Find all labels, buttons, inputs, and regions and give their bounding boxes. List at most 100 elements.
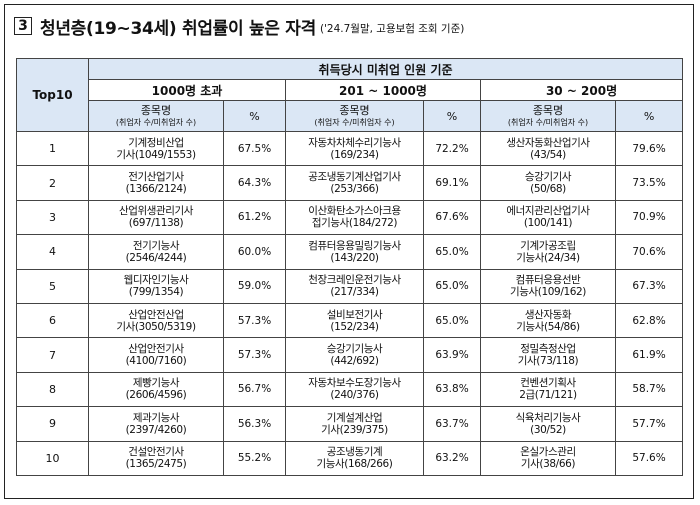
employment-rate-cell: 70.6% [614, 234, 684, 270]
employment-rate-cell: 64.3% [223, 165, 286, 201]
qualification-name-line: 컴퓨터응용선반 [515, 274, 581, 287]
qualification-name-line: 승강기기능사 [326, 342, 383, 355]
group-header-3: 30 ~ 200명 [479, 79, 684, 101]
rank-cell: 8 [16, 371, 89, 408]
qualification-name-line: 이산화탄소가스아크용 [308, 205, 401, 218]
table-row: 10 건설안전기사 (1365/2475) 55.2% 공조냉동기계 기능사(168/26… [16, 440, 684, 476]
qualification-name-line: 정밀측정산업 [520, 342, 576, 355]
qualification-name-line: (30/52) [530, 423, 566, 436]
table-row: 9 제과기능사 (2397/4260) 56.3% 기계설계산업 기사(239/375) 6… [16, 406, 684, 442]
table-row: 5 웹디자인기능사 (799/1354) 59.0% 천장크레인운전기능사 (217/33… [16, 268, 684, 304]
qualification-name-line: 기능사(109/162) [510, 286, 586, 299]
qualification-name-cell: 컴퓨터응용밀링기능사 (143/220) [285, 234, 424, 270]
qualification-name-line: 제빵기능사 [132, 377, 180, 390]
qualification-name-line: (152/234) [330, 320, 379, 333]
pct-header-1: % [223, 100, 286, 132]
pct-header-3: % [614, 100, 684, 132]
qualification-name-line: (799/1354) [128, 286, 184, 299]
pct-header-2: % [423, 100, 481, 132]
qualification-name-line: 기계설계산업 [326, 411, 383, 424]
name-header-3: 종목명 (취업자 수/미취업자 수) [480, 100, 616, 132]
qualification-name-line: 접기능사(184/272) [311, 217, 398, 230]
qualification-name-line: 공조냉동기계산업기사 [308, 171, 401, 184]
qualification-name-cell: 웹디자인기능사 (799/1354) [88, 268, 224, 304]
qualification-name-cell: 기계가공조립 기능사(24/34) [480, 234, 616, 270]
qualification-name-line: (43/54) [530, 148, 566, 161]
qualification-name-cell: 이산화탄소가스아크용 접기능사(184/272) [285, 199, 424, 236]
section-number: 3 [14, 17, 32, 35]
qualification-name-line: 기사(38/66) [520, 458, 576, 471]
rank-cell: 4 [16, 234, 89, 270]
qualification-name-line: 기능사(54/86) [516, 320, 580, 333]
employment-rate-cell: 72.2% [423, 130, 481, 167]
table-row: 3 산업위생관리기사 (697/1138) 61.2% 이산화탄소가스아크용 접기능사(1… [16, 199, 684, 236]
employment-rate-cell: 61.9% [614, 337, 684, 373]
employment-rate-cell: 55.2% [223, 440, 286, 476]
employment-rate-cell: 57.6% [614, 440, 684, 476]
top-header: 취득당시 미취업 인원 기준 [87, 58, 684, 80]
page-frame [4, 4, 694, 499]
qualification-name-cell: 정밀측정산업 기사(73/118) [480, 337, 616, 373]
qualification-name-line: 기사(3050/5319) [116, 320, 196, 333]
table-row: 7 산업안전기사 (4100/7160) 57.3% 승강기기능사 (442/692) 63… [16, 337, 684, 373]
employment-rate-cell: 63.2% [423, 440, 481, 476]
qualification-name-cell: 식육처리기능사 (30/52) [480, 406, 616, 442]
qualification-name-cell: 전기기능사 (2546/4244) [88, 234, 224, 270]
qualification-name-line: (169/234) [330, 148, 379, 161]
qualification-name-line: 웹디자인기능사 [123, 274, 189, 287]
rank-cell: 2 [16, 165, 89, 201]
qualification-name-line: 산업위생관리기사 [118, 205, 194, 218]
employment-rate-cell: 60.0% [223, 234, 286, 270]
qualification-name-cell: 전기산업기사 (1366/2124) [88, 165, 224, 201]
qualification-name-cell: 컨벤션기획사 2급(71/121) [480, 371, 616, 408]
qualification-name-cell: 제과기능사 (2397/4260) [88, 406, 224, 442]
qualification-name-line: 천장크레인운전기능사 [308, 274, 401, 287]
employment-rate-cell: 57.3% [223, 337, 286, 373]
qualification-name-line: 제과기능사 [132, 411, 180, 424]
qualification-name-line: (442/692) [330, 355, 379, 368]
employment-rate-cell: 61.2% [223, 199, 286, 236]
qualification-name-line: (4100/7160) [125, 355, 187, 368]
name-header-1: 종목명 (취업자 수/미취업자 수) [88, 100, 224, 132]
qualification-name-cell: 에너지관리산업기사 (100/141) [480, 199, 616, 236]
employment-rate-cell: 67.5% [223, 130, 286, 167]
qualification-name-line: 기사(1049/1553) [116, 148, 196, 161]
qualification-name-line: 기사(239/375) [321, 423, 388, 436]
qualification-name-line: (143/220) [330, 251, 379, 264]
employment-rate-cell: 65.0% [423, 234, 481, 270]
qualification-name-line: 기사(73/118) [517, 355, 579, 368]
qualification-name-line: 생산자동화 [524, 308, 572, 321]
rank-cell: 9 [16, 406, 89, 442]
qualification-name-cell: 산업위생관리기사 (697/1138) [88, 199, 224, 236]
qualification-name-line: 컴퓨터응용밀링기능사 [308, 239, 401, 252]
qualification-name-line: 컨벤션기획사 [520, 377, 576, 390]
qualification-name-line: 2급(71/121) [519, 389, 577, 402]
qualification-name-line: 온실가스관리 [520, 446, 576, 459]
qualification-name-line: 산업안전산업 [128, 308, 184, 321]
qualification-name-line: 산업안전기사 [128, 342, 184, 355]
table-row: 6 산업안전산업 기사(3050/5319) 57.3% 설비보전기사 (152/234)… [16, 302, 684, 339]
qualification-name-line: 전기산업기사 [128, 171, 184, 184]
qualification-name-line: 생산자동화산업기사 [506, 136, 590, 149]
qualification-name-line: (2606/4596) [125, 389, 187, 402]
qualification-name-line: (1365/2475) [125, 458, 187, 471]
qualification-name-line: (50/68) [530, 183, 566, 196]
group-header-1: 1000명 초과 [88, 79, 286, 101]
qualification-name-line: (240/376) [330, 389, 379, 402]
rank-cell: 6 [16, 302, 89, 339]
qualification-name-cell: 산업안전산업 기사(3050/5319) [88, 302, 224, 339]
qualification-name-cell: 자동차보수도장기능사 (240/376) [285, 371, 424, 408]
qualification-name-line: 전기기능사 [132, 239, 180, 252]
employment-rate-cell: 57.7% [614, 406, 684, 442]
qualification-name-cell: 생산자동화산업기사 (43/54) [480, 130, 616, 167]
employment-rate-cell: 58.7% [614, 371, 684, 408]
qualification-name-cell: 승강기기능사 (442/692) [285, 337, 424, 373]
employment-rate-cell: 79.6% [614, 130, 684, 167]
qualification-name-line: 공조냉동기계 [326, 446, 383, 459]
employment-rate-cell: 67.6% [423, 199, 481, 236]
qualification-name-line: 자동차보수도장기능사 [308, 377, 401, 390]
employment-rate-cell: 65.0% [423, 302, 481, 339]
qualification-name-line: 에너지관리산업기사 [506, 205, 590, 218]
section-title: 3 청년층(19~34세) 취업률이 높은 자격 ('24.7월말, 고용보험 … [14, 10, 464, 42]
rank-cell: 7 [16, 337, 89, 373]
